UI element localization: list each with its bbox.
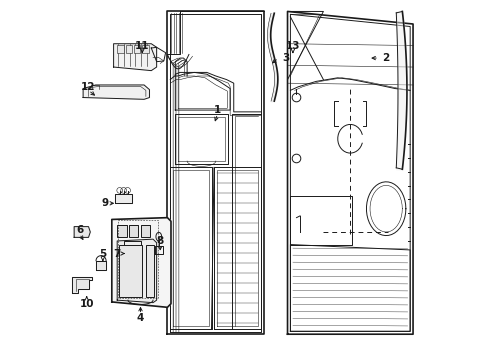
Polygon shape — [74, 226, 90, 237]
Text: 13: 13 — [285, 41, 300, 50]
Bar — [141, 225, 150, 237]
Bar — [125, 45, 132, 53]
Bar — [117, 225, 126, 237]
Text: 5: 5 — [99, 248, 106, 258]
Bar — [129, 225, 138, 237]
Polygon shape — [113, 44, 156, 71]
Text: 1: 1 — [214, 105, 221, 115]
Text: 11: 11 — [135, 41, 149, 50]
Polygon shape — [124, 241, 140, 255]
Polygon shape — [72, 277, 92, 293]
Text: 7: 7 — [113, 248, 121, 258]
Bar — [142, 45, 148, 53]
Polygon shape — [83, 85, 149, 99]
Text: 6: 6 — [76, 225, 83, 235]
Text: 12: 12 — [81, 82, 96, 92]
Text: 3: 3 — [282, 53, 289, 63]
Bar — [145, 244, 153, 297]
Bar — [117, 45, 123, 53]
Text: 10: 10 — [79, 299, 94, 309]
Polygon shape — [115, 194, 131, 203]
Text: 8: 8 — [156, 236, 163, 246]
Text: 9: 9 — [101, 198, 108, 208]
Bar — [134, 45, 140, 53]
Bar — [119, 244, 142, 297]
Polygon shape — [117, 239, 156, 303]
Polygon shape — [96, 261, 106, 270]
Text: 2: 2 — [382, 53, 389, 63]
Polygon shape — [112, 218, 171, 307]
Text: 4: 4 — [137, 313, 144, 323]
